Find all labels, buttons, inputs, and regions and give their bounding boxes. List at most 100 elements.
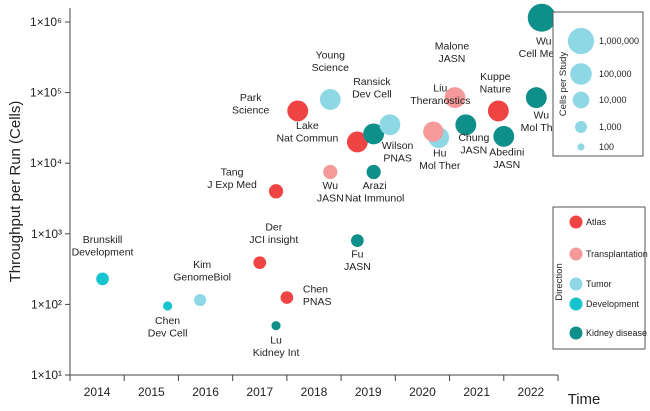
data-point [527, 3, 556, 32]
color-legend-label: Transplantation [586, 249, 648, 259]
x-tick-label: 2018 [301, 385, 328, 399]
point-label-line: Arazi [363, 180, 387, 192]
data-point [455, 114, 477, 136]
x-axis-title: Time [568, 391, 601, 408]
point-label-line: JASN [460, 144, 487, 156]
point-label: Hu Mol Ther [419, 148, 461, 173]
point-label: Young Science [312, 49, 350, 74]
x-tick-label: 2019 [355, 385, 382, 399]
data-point [346, 131, 368, 153]
size-legend-label: 1,000,000 [599, 36, 639, 46]
point-label-line: Wilson [382, 140, 414, 152]
point-label: Liu Theranostics [410, 83, 470, 108]
point-label-line: Tang [221, 166, 244, 178]
data-point [363, 123, 385, 145]
point-label: Der JCI insight [249, 222, 298, 247]
point-label-line: JASN [317, 193, 344, 205]
point-label-line: JASN [344, 261, 371, 273]
size-legend-label: 10,000 [599, 95, 627, 105]
color-legend-marker [569, 297, 583, 311]
point-label-line: Nat Immunol [345, 193, 405, 205]
point-label-line: JCI insight [249, 234, 298, 246]
y-tick-label: 1×10¹ [31, 368, 62, 382]
point-label-line: Nature [480, 83, 512, 95]
point-label-line: PNAS [303, 296, 332, 308]
data-point [253, 256, 267, 270]
point-label: Lake Nat Commun [276, 120, 338, 145]
point-label: Wu JASN [317, 180, 344, 205]
color-legend-marker [569, 277, 583, 291]
point-label-line: Liu [433, 83, 447, 95]
data-point [487, 100, 509, 122]
point-label: Malone JASN [435, 41, 470, 66]
point-label-line: Chen [303, 284, 328, 296]
point-label-line: JASN [493, 159, 520, 171]
size-legend-marker [572, 91, 590, 109]
color-legend-marker [569, 326, 583, 340]
point-label-line: Hu [433, 148, 447, 160]
y-axis-title: Throughput per Run (Cells) [7, 101, 24, 283]
data-point [366, 164, 381, 180]
x-tick-label: 2020 [409, 385, 436, 399]
color-legend-label: Development [586, 299, 640, 309]
point-label: Lu Kidney Int [253, 335, 300, 360]
data-point [271, 321, 281, 331]
size-legend: Cells per Study 1,000,000 100,000 10,000 1,0… [552, 11, 644, 157]
data-point [525, 87, 547, 109]
size-legend-title: Cells per Study [558, 52, 569, 117]
point-label-line: GenomeBiol [173, 272, 231, 284]
x-tick-label: 2021 [463, 385, 490, 399]
point-label-line: PNAS [383, 152, 412, 164]
color-legend-label: Tumor [586, 279, 612, 289]
point-label: Chen Dev Cell [148, 315, 188, 340]
point-label: Wu Mol Ther [521, 110, 563, 135]
point-label-line: J Exp Med [207, 179, 257, 191]
data-point [444, 87, 466, 109]
point-label-line: Kuppe [480, 71, 511, 83]
point-label-line: Park [240, 92, 262, 104]
point-label-line: Kim [193, 259, 211, 271]
size-legend-marker [567, 27, 595, 55]
data-point [493, 125, 515, 147]
size-legend-marker [570, 63, 592, 85]
color-legend-box [552, 206, 646, 350]
point-label: Fu JASN [344, 249, 371, 274]
color-legend: Direction Atlas Transplantation Tumor Develo… [552, 206, 648, 350]
point-label-line: Mol Ther [419, 160, 461, 172]
point-label: Ransick Dev Cell [352, 76, 392, 101]
x-tick-label: 2014 [84, 385, 111, 399]
size-legend-label: 100 [599, 142, 614, 152]
point-label-line: Young [316, 49, 346, 61]
point-label: Brunskill Development [72, 234, 134, 258]
data-point [194, 294, 207, 307]
point-label-line: JASN [439, 53, 466, 65]
size-legend-label: 1,000 [599, 122, 622, 132]
axes: 1×10¹ 1×10² 1×10³ 1×10⁴ 1×10⁵ 1×10⁶ 2014 2015 20… [7, 8, 600, 408]
x-tick-label: 2022 [518, 385, 545, 399]
point-labels: Brunskill Development Chen Dev Cell Kim Genom… [72, 36, 569, 359]
data-point [268, 184, 284, 199]
point-label-line: Mol Ther [521, 122, 563, 134]
point-label: Kim GenomeBiol [173, 259, 231, 284]
point-label-line: Kidney Int [253, 347, 300, 359]
y-tick-label: 1×10³ [31, 227, 62, 241]
color-legend-label: Atlas [586, 217, 607, 227]
point-label-line: Abedini [489, 146, 524, 158]
point-label-line: Wu [322, 180, 338, 192]
point-label-line: Chen [155, 315, 180, 327]
color-legend-title: Direction [554, 263, 565, 301]
data-point [351, 234, 364, 247]
data-point [163, 301, 173, 311]
data-point [319, 89, 341, 110]
point-label-line: Nat Commun [276, 132, 338, 144]
color-legend-marker [569, 215, 583, 229]
point-label: Abedini JASN [489, 146, 524, 171]
y-tick-label: 1×10⁵ [30, 86, 62, 100]
point-label-line: Wu [536, 36, 552, 48]
data-point [96, 272, 109, 286]
point-label: Tang J Exp Med [207, 166, 257, 191]
point-label-line: Fu [351, 249, 363, 261]
size-legend-marker [575, 121, 587, 133]
point-label-line: Lu [270, 335, 282, 347]
